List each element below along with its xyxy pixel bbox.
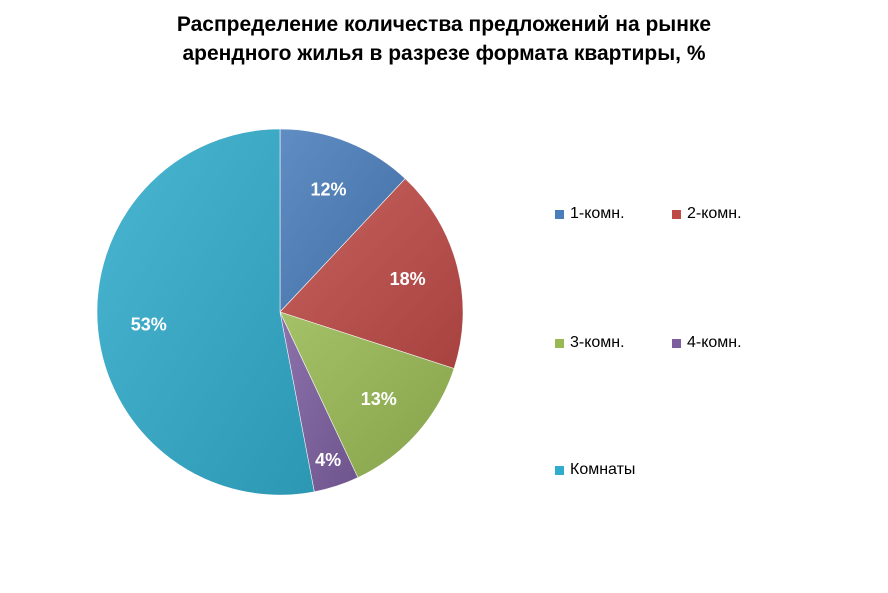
data-label-2: 18% bbox=[390, 269, 426, 289]
legend-item-2-room: 2-комн. bbox=[672, 205, 742, 223]
legend-swatch bbox=[555, 338, 564, 348]
legend-swatch bbox=[672, 209, 681, 219]
pie-slice-shade bbox=[280, 312, 358, 492]
legend-swatch bbox=[555, 465, 564, 475]
legend-label: 2-комн. bbox=[687, 205, 742, 222]
pie-slice-shade bbox=[280, 178, 463, 369]
data-label-4: 4% bbox=[315, 450, 341, 470]
data-label-3: 13% bbox=[361, 389, 397, 409]
legend-item-rooms: Комнаты bbox=[555, 461, 635, 479]
chart-title: Распределение количества предложений на … bbox=[0, 10, 888, 68]
pie-slice-shade bbox=[280, 312, 455, 478]
legend-label: 3-комн. bbox=[570, 334, 625, 351]
legend-label: Комнаты bbox=[570, 461, 636, 478]
legend-label: 1-комн. bbox=[570, 205, 625, 222]
legend-label: 4-комн. bbox=[687, 334, 742, 351]
legend-item-4-room: 4-комн. bbox=[672, 334, 742, 352]
pie-slice-shade bbox=[97, 129, 315, 496]
legend-swatch bbox=[555, 209, 564, 219]
legend-item-3-room: 3-комн. bbox=[555, 334, 625, 352]
legend-swatch bbox=[672, 338, 681, 348]
legend-item-1-room: 1-комн. bbox=[555, 205, 625, 223]
chart-title-line-1: Распределение количества предложений на … bbox=[176, 13, 712, 36]
pie-slice-shade bbox=[280, 129, 406, 312]
chart-title-line-2: арендного жилья в разрезе формата кварти… bbox=[182, 42, 706, 65]
data-label-5: 53% bbox=[131, 314, 167, 334]
data-label-1: 12% bbox=[310, 180, 346, 200]
